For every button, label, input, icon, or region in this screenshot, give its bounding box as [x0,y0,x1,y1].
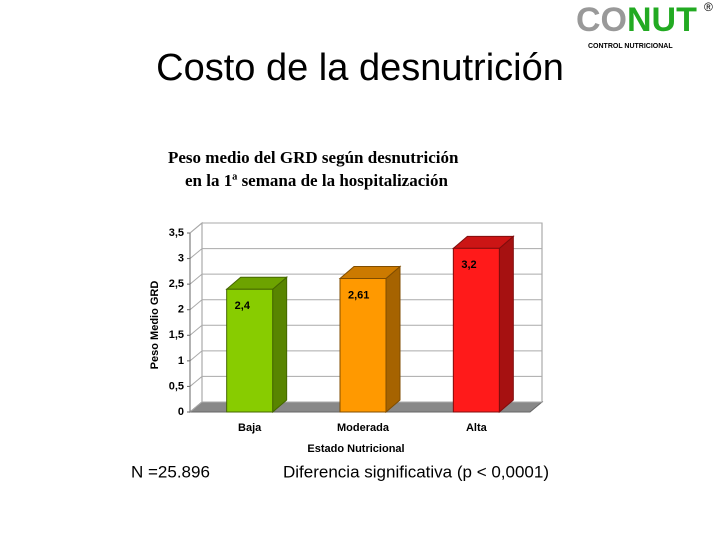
x-tick-label: Alta [466,422,488,434]
grid-line [189,324,542,336]
bar [226,288,274,413]
x-axis-label: Estado Nutricional [307,443,404,455]
y-tick-label: 0,5 [169,380,184,392]
value-label: 2,61 [348,289,369,301]
x-tick-label: Baja [238,422,262,434]
footnote: N =25.896 [131,462,210,481]
x-tick-label: Moderada [337,422,390,434]
bar [452,247,500,413]
y-tick-label: 0 [178,406,184,418]
chart-title: en la 1ª semana de la hospitalización [185,171,448,190]
bar-side [385,265,401,414]
logo-green: NUT [627,1,697,39]
side-wall [189,221,203,414]
plot: 0 0,5 1 1,5 2 2,5 3 3,5 Baja 2,4 Moderada 2,61 Alta 3… [169,221,544,434]
grid-line [189,299,542,311]
bar-side [272,276,288,414]
logo-gray: CO [576,1,627,39]
grid-line [189,375,542,387]
grid-line [189,222,542,234]
y-tick-label: 1,5 [169,329,184,341]
bar-side [498,235,514,414]
value-label: 2,4 [235,300,251,312]
y-tick-label: 1 [178,355,184,367]
grid-line [189,401,542,413]
grid-line [189,350,542,362]
value-label: 3,2 [461,259,476,271]
y-axis-label: Peso Medio GRD [149,281,161,370]
chart-title: Peso medio del GRD según desnutrición [168,148,459,167]
bar [339,278,387,413]
y-tick-label: 2 [178,304,184,316]
y-tick-label: 2,5 [169,278,184,290]
footnote: Diferencia significativa (p < 0,0001) [283,462,549,481]
grid-line [189,248,542,259]
grid-line [189,273,542,285]
y-tick-label: 3 [178,252,184,264]
y-tick-label: 3,5 [169,227,184,239]
logo-mark: ® [704,0,713,14]
logo-subtitle: CONTROL NUTRICIONAL [588,43,673,50]
slide-title: Costo de la desnutrición [156,47,564,89]
